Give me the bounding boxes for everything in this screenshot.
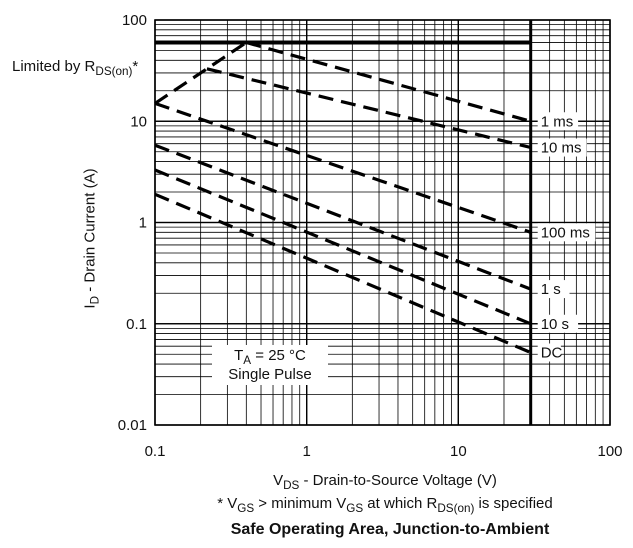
label-backgrounds (537, 112, 596, 362)
footnote: * VGS > minimum VGS at which RDS(on) is … (217, 495, 553, 516)
ta-line: TA = 25 °C (234, 347, 306, 368)
rdson-limit-line (154, 41, 248, 105)
ambient-temperature-annotation: TA = 25 °C Single Pulse (212, 345, 328, 385)
series-label-background (537, 314, 579, 333)
series-label-10-s: 10 s (541, 316, 569, 333)
series-label-background (537, 112, 579, 131)
y-tick-label: 1 (139, 215, 147, 232)
y-tick-label: 0.1 (126, 316, 147, 333)
limit-lines (155, 20, 533, 425)
chart-title: Safe Operating Area, Junction-to-Ambient (230, 521, 550, 538)
series-line-100-ms (154, 101, 532, 234)
series-label-background (537, 138, 587, 157)
series-label-1-s: 1 s (541, 281, 561, 298)
series-label-100-ms: 100 ms (541, 224, 590, 241)
series-line-10-s (154, 168, 532, 326)
plot-frame (154, 19, 611, 426)
series-label-dc: DC (541, 345, 563, 362)
x-tick-label: 0.1 (145, 443, 166, 460)
x-tick-label: 1 (302, 443, 310, 460)
series-label-background (537, 223, 596, 242)
limited-by-rdson-label: Limited by RDS(on)* (10, 58, 141, 79)
series-label-background (537, 280, 570, 299)
series-label-10-ms: 10 ms (541, 140, 582, 157)
x-axis-label: VDS - Drain-to-Source Voltage (V) (273, 472, 497, 493)
y-tick-label: 10 (130, 113, 147, 130)
x-tick-label: 100 (597, 443, 622, 460)
y-tick-label: 100 (122, 12, 147, 29)
single-pulse-line: Single Pulse (228, 366, 312, 383)
series-line-1-ms (245, 40, 532, 123)
series-label-background (537, 343, 561, 362)
series-label-1-ms: 1 ms (541, 113, 574, 130)
y-tick-label: 0.01 (118, 417, 147, 434)
series-lines (154, 40, 532, 354)
series-line-1-s (154, 143, 532, 291)
series-line-10-ms (206, 67, 532, 150)
y-axis-label: ID - Drain Current (A) (81, 168, 102, 309)
tick-labels: 1 ms 10 ms 100 ms 1 s 10 s DC 0.1 1 10 100 0.01 0.1… (118, 12, 623, 460)
x-tick-label: 10 (450, 443, 467, 460)
